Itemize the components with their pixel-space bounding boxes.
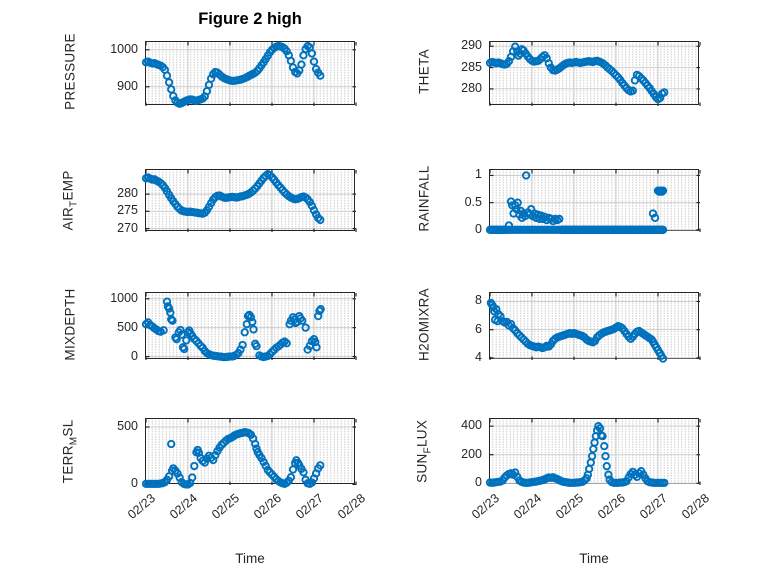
y-tick-label: 500: [117, 419, 138, 434]
scatter-markers: [485, 171, 668, 234]
y-tick-label: 900: [117, 78, 138, 93]
y-tick-label: 0.5: [464, 194, 482, 209]
y-tick-label: 285: [461, 59, 482, 74]
y-axis-label-sun-flux: SUNFLUX: [414, 419, 434, 483]
y-tick-label: 280: [461, 80, 482, 95]
scatter-markers: [485, 421, 669, 488]
subplot-mixdepth: [141, 292, 357, 362]
axis-ticks: [489, 42, 701, 106]
y-tick-label: 1: [475, 167, 482, 182]
scatter-markers: [141, 297, 325, 362]
axis-ticks: [145, 170, 357, 232]
y-tick-label: 4: [475, 349, 482, 364]
subplot-h2omixra: [486, 292, 701, 363]
y-tick-label: 400: [461, 418, 482, 433]
scatter-markers: [141, 41, 325, 108]
y-tick-label: 275: [117, 203, 138, 218]
axis-ticks: [489, 293, 701, 360]
subplot-theta: [485, 41, 701, 106]
y-tick-label: 200: [461, 446, 482, 461]
y-tick-label: 280: [117, 186, 138, 201]
y-tick-label: 0: [131, 476, 138, 491]
y-tick-label: 8: [475, 293, 482, 308]
y-tick-label: 290: [461, 38, 482, 53]
y-tick-label: 500: [117, 319, 138, 334]
y-tick-label: 0: [475, 475, 482, 490]
x-axis-label: Time: [235, 551, 265, 566]
y-tick-label: 1000: [110, 290, 138, 305]
scatter-markers: [141, 427, 325, 489]
scatter-markers: [141, 169, 325, 225]
subplot-air-temp: [141, 169, 357, 232]
y-tick-label: 1000: [110, 41, 138, 56]
figure-title: Figure 2 high: [198, 10, 302, 28]
y-tick-label: 270: [117, 220, 138, 235]
y-tick-label: 6: [475, 321, 482, 336]
subplot-rainfall: [485, 169, 701, 234]
scatter-markers: [485, 42, 669, 104]
subplot-pressure: [141, 41, 357, 108]
grid-lines: [490, 293, 700, 360]
y-tick-label: 0: [131, 348, 138, 363]
subplot-terr-msl: [141, 418, 357, 489]
y-tick-label: 0: [475, 221, 482, 236]
y-axis-label-terr-msl: TERRMSL: [60, 419, 80, 484]
x-axis-label: Time: [579, 551, 609, 566]
scatter-markers: [486, 298, 668, 363]
subplot-sun-flux: [485, 418, 701, 488]
